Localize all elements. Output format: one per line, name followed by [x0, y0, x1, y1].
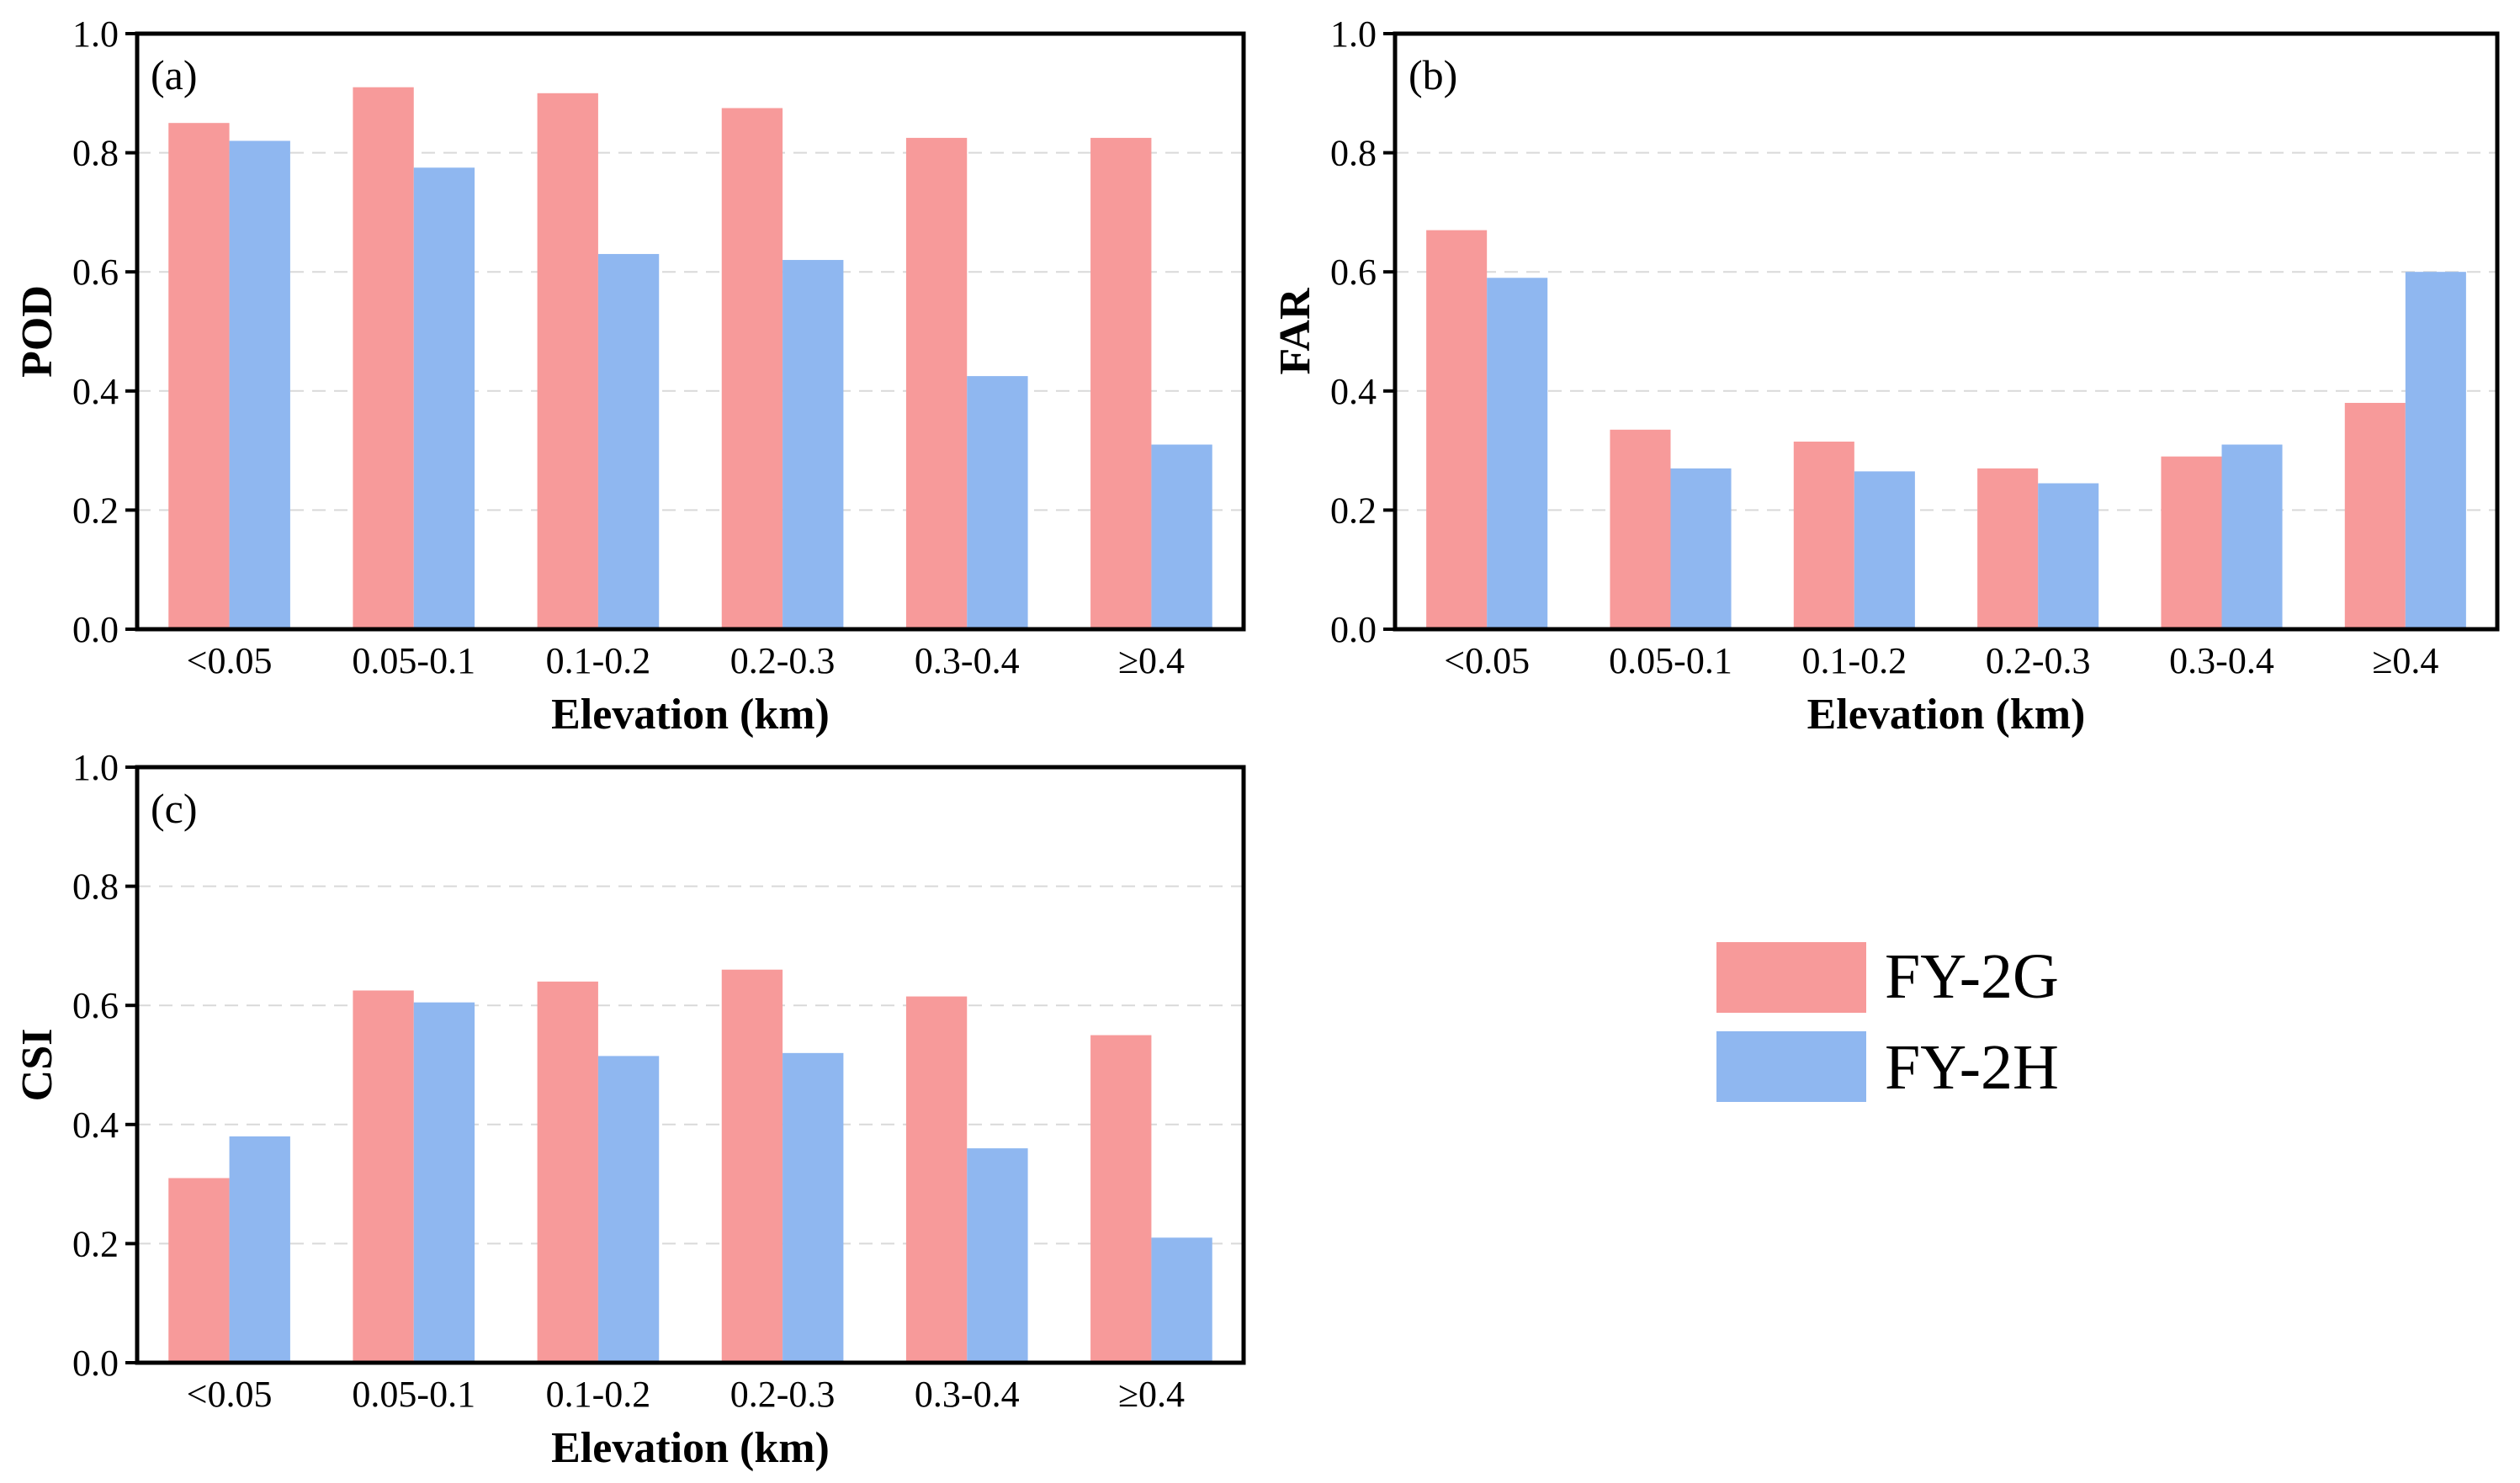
- bar-fy-2g-4: [1977, 468, 2039, 629]
- x-tick-label: ≥0.4: [2372, 640, 2438, 681]
- bar-fy-2g-6: [1090, 1035, 1152, 1363]
- chart-panels: 0.0 0.2 0.4 0.6 0.8 1.0 <0.05 0.05-0.1 0.1-0.2 0.…: [13, 13, 2500, 1472]
- bar-fy-2h-5: [2221, 444, 2283, 629]
- bar-fy-2g-5: [2161, 456, 2222, 629]
- x-tick-label: 0.1-0.2: [546, 640, 651, 681]
- y-tick-label: 0.2: [72, 490, 119, 531]
- chart-panel-2: 0.0 0.2 0.4 0.6 0.8 1.0 <0.05 0.05-0.1 0.1-0.2 0.…: [1271, 13, 2500, 739]
- bar-fy-2g-2: [1610, 429, 1671, 629]
- bar-fy-2g-4: [721, 108, 783, 629]
- x-tick-label: 0.05-0.1: [352, 640, 475, 681]
- y-tick-label: 1.0: [1330, 13, 1377, 55]
- bar-fy-2g-3: [537, 981, 598, 1363]
- x-tick-label: 0.1-0.2: [1802, 640, 1907, 681]
- bar-fy-2g-6: [1090, 137, 1152, 629]
- x-tick-label: <0.05: [1444, 640, 1530, 681]
- panel-label: (c): [151, 785, 198, 832]
- y-axis-label: FAR: [1271, 287, 1319, 374]
- bar-fy-2h-4: [783, 260, 844, 629]
- y-tick-label: 0.6: [1330, 252, 1377, 293]
- panel-label: (b): [1409, 51, 1457, 98]
- legend-swatch-fy-2g: [1716, 942, 1866, 1013]
- x-tick-label: 0.2-0.3: [730, 640, 836, 681]
- legend: FY-2G FY-2H: [1716, 941, 2059, 1103]
- y-tick-label: 0.8: [1330, 133, 1377, 174]
- bar-fy-2h-1: [229, 1136, 290, 1363]
- x-tick-label: ≥0.4: [1118, 640, 1185, 681]
- bar-fy-2g-2: [353, 990, 414, 1363]
- y-tick-label: 0.6: [72, 252, 119, 293]
- y-tick-label: 0.0: [1330, 609, 1377, 650]
- x-tick-label: ≥0.4: [1118, 1374, 1185, 1415]
- legend-swatch-fy-2h: [1716, 1031, 1866, 1102]
- x-tick-label: 0.3-0.4: [915, 640, 1020, 681]
- bar-fy-2g-5: [905, 996, 968, 1363]
- x-tick-label: <0.05: [187, 640, 273, 681]
- y-tick-label: 0.8: [72, 866, 119, 908]
- bar-fy-2h-3: [597, 1056, 660, 1363]
- y-tick-label: 1.0: [72, 13, 119, 55]
- y-tick-label: 0.2: [1330, 490, 1377, 531]
- bar-fy-2g-3: [537, 93, 598, 630]
- y-tick-label: 0.4: [1330, 371, 1377, 412]
- bar-fy-2g-5: [905, 137, 968, 629]
- y-tick-label: 0.0: [72, 1343, 119, 1384]
- bar-fy-2h-1: [1487, 278, 1548, 629]
- y-tick-label: 0.6: [72, 985, 119, 1026]
- x-tick-label: 0.3-0.4: [2169, 640, 2274, 681]
- bar-fy-2h-2: [413, 167, 475, 630]
- bar-fy-2h-2: [1670, 468, 1732, 629]
- bar-fy-2g-2: [353, 87, 414, 630]
- bar-fy-2g-1: [1426, 230, 1488, 629]
- plot-frame: [135, 765, 1246, 1365]
- y-tick-label: 0.0: [72, 609, 119, 650]
- y-axis-label: POD: [13, 285, 61, 378]
- legend-label-fy-2h: FY-2H: [1885, 1032, 2059, 1103]
- y-tick-label: 0.4: [72, 1104, 119, 1146]
- plot-frame: [1393, 31, 2500, 632]
- plot-frame: [135, 31, 1246, 632]
- x-tick-label: 0.05-0.1: [1609, 640, 1732, 681]
- x-tick-label: <0.05: [187, 1374, 273, 1415]
- x-axis-label: Elevation (km): [1807, 691, 2086, 739]
- y-axis-label: CSI: [13, 1029, 61, 1102]
- chart-panel-3: 0.0 0.2 0.4 0.6 0.8 1.0 <0.05 0.05-0.1 0.1-0.2 0.…: [13, 747, 1246, 1472]
- x-tick-label: 0.2-0.3: [1986, 640, 2091, 681]
- bar-fy-2h-4: [2038, 483, 2099, 629]
- x-tick-label: 0.1-0.2: [546, 1374, 651, 1415]
- y-tick-label: 0.8: [72, 133, 119, 174]
- legend-label-fy-2g: FY-2G: [1885, 941, 2059, 1012]
- bar-fy-2g-1: [168, 1178, 230, 1363]
- y-tick-label: 0.2: [72, 1223, 119, 1264]
- bar-fy-2g-3: [1793, 441, 1854, 629]
- bar-fy-2h-5: [967, 376, 1028, 629]
- bar-fy-2h-6: [1151, 444, 1212, 629]
- bar-fy-2h-2: [413, 1002, 475, 1363]
- bar-fy-2h-6: [2405, 272, 2466, 629]
- y-tick-label: 1.0: [72, 747, 119, 788]
- x-tick-label: 0.2-0.3: [730, 1374, 836, 1415]
- bar-fy-2h-3: [1854, 471, 1915, 629]
- bar-fy-2g-1: [168, 123, 230, 629]
- bar-fy-2g-6: [2344, 402, 2406, 629]
- bar-fy-2h-6: [1151, 1237, 1212, 1363]
- bar-fy-2h-3: [597, 253, 660, 629]
- bar-fy-2h-1: [229, 140, 290, 629]
- bar-fy-2h-5: [967, 1148, 1028, 1363]
- x-axis-label: Elevation (km): [551, 1424, 830, 1472]
- y-tick-label: 0.4: [72, 371, 119, 412]
- panel-label: (a): [151, 51, 198, 98]
- bar-fy-2g-4: [721, 969, 783, 1363]
- x-axis-label: Elevation (km): [551, 691, 830, 739]
- x-tick-label: 0.3-0.4: [915, 1374, 1020, 1415]
- bar-fy-2h-4: [783, 1052, 844, 1363]
- chart-panel-1: 0.0 0.2 0.4 0.6 0.8 1.0 <0.05 0.05-0.1 0.1-0.2 0.…: [13, 13, 1246, 739]
- x-tick-label: 0.05-0.1: [352, 1374, 475, 1415]
